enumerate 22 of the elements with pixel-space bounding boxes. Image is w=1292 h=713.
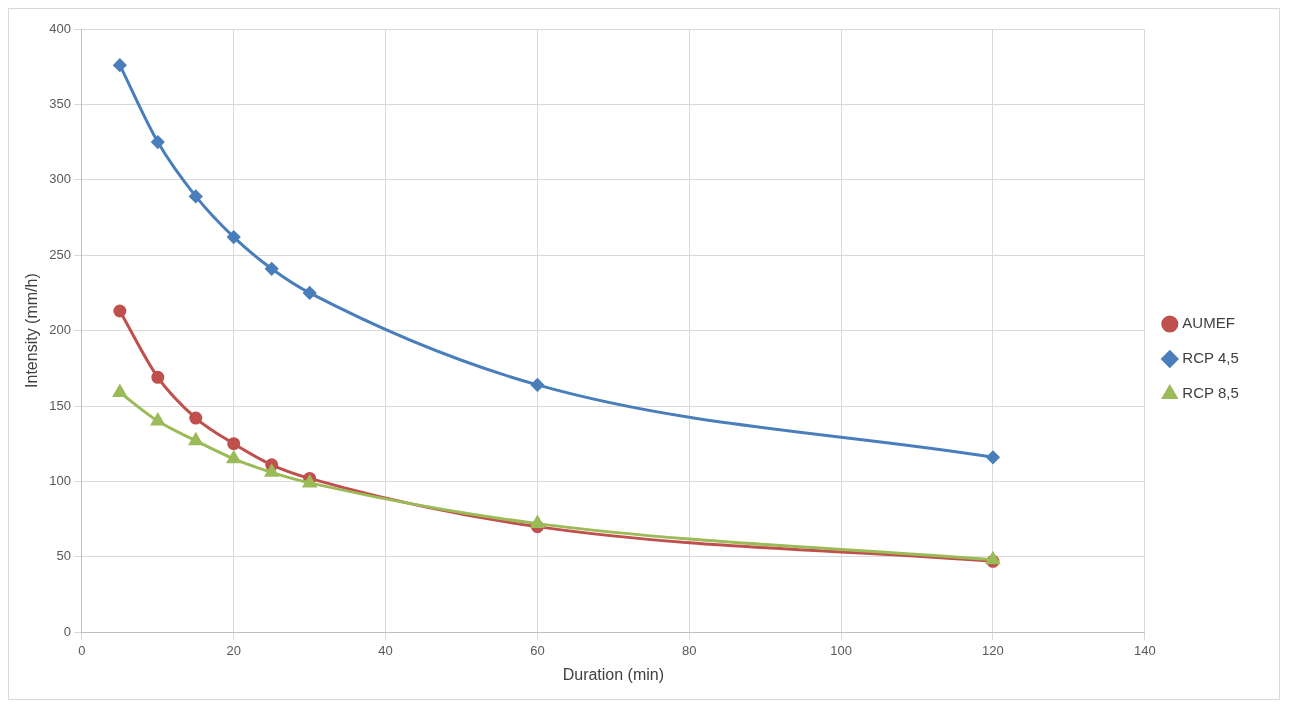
x-tick-label: 140 <box>1133 642 1156 658</box>
x-tick-label: 20 <box>226 642 241 658</box>
x-tick-label: 120 <box>982 642 1004 658</box>
y-tick-label: 100 <box>49 472 71 488</box>
y-axis-title: Intensity (mm/h) <box>23 273 41 388</box>
y-tick-label: 250 <box>49 246 71 262</box>
y-tick-label: 50 <box>56 548 71 564</box>
y-tick-label: 350 <box>49 95 71 111</box>
y-tick-label: 400 <box>49 20 71 36</box>
y-tick-label: 0 <box>63 623 71 639</box>
x-tick-label: 100 <box>830 642 852 658</box>
x-tick-label: 80 <box>682 642 697 658</box>
legend-label: RCP 8,5 <box>1182 384 1239 402</box>
y-tick-label: 150 <box>49 397 71 413</box>
x-axis-title: Duration (min) <box>562 665 665 683</box>
legend-label: RCP 4,5 <box>1182 349 1239 367</box>
y-tick-label: 300 <box>49 171 71 187</box>
x-tick-label: 60 <box>530 642 545 658</box>
x-tick-label: 40 <box>378 642 393 658</box>
x-tick-label: 0 <box>78 642 86 658</box>
y-tick-label: 200 <box>49 322 71 338</box>
legend-label: AUMEF <box>1182 314 1235 332</box>
